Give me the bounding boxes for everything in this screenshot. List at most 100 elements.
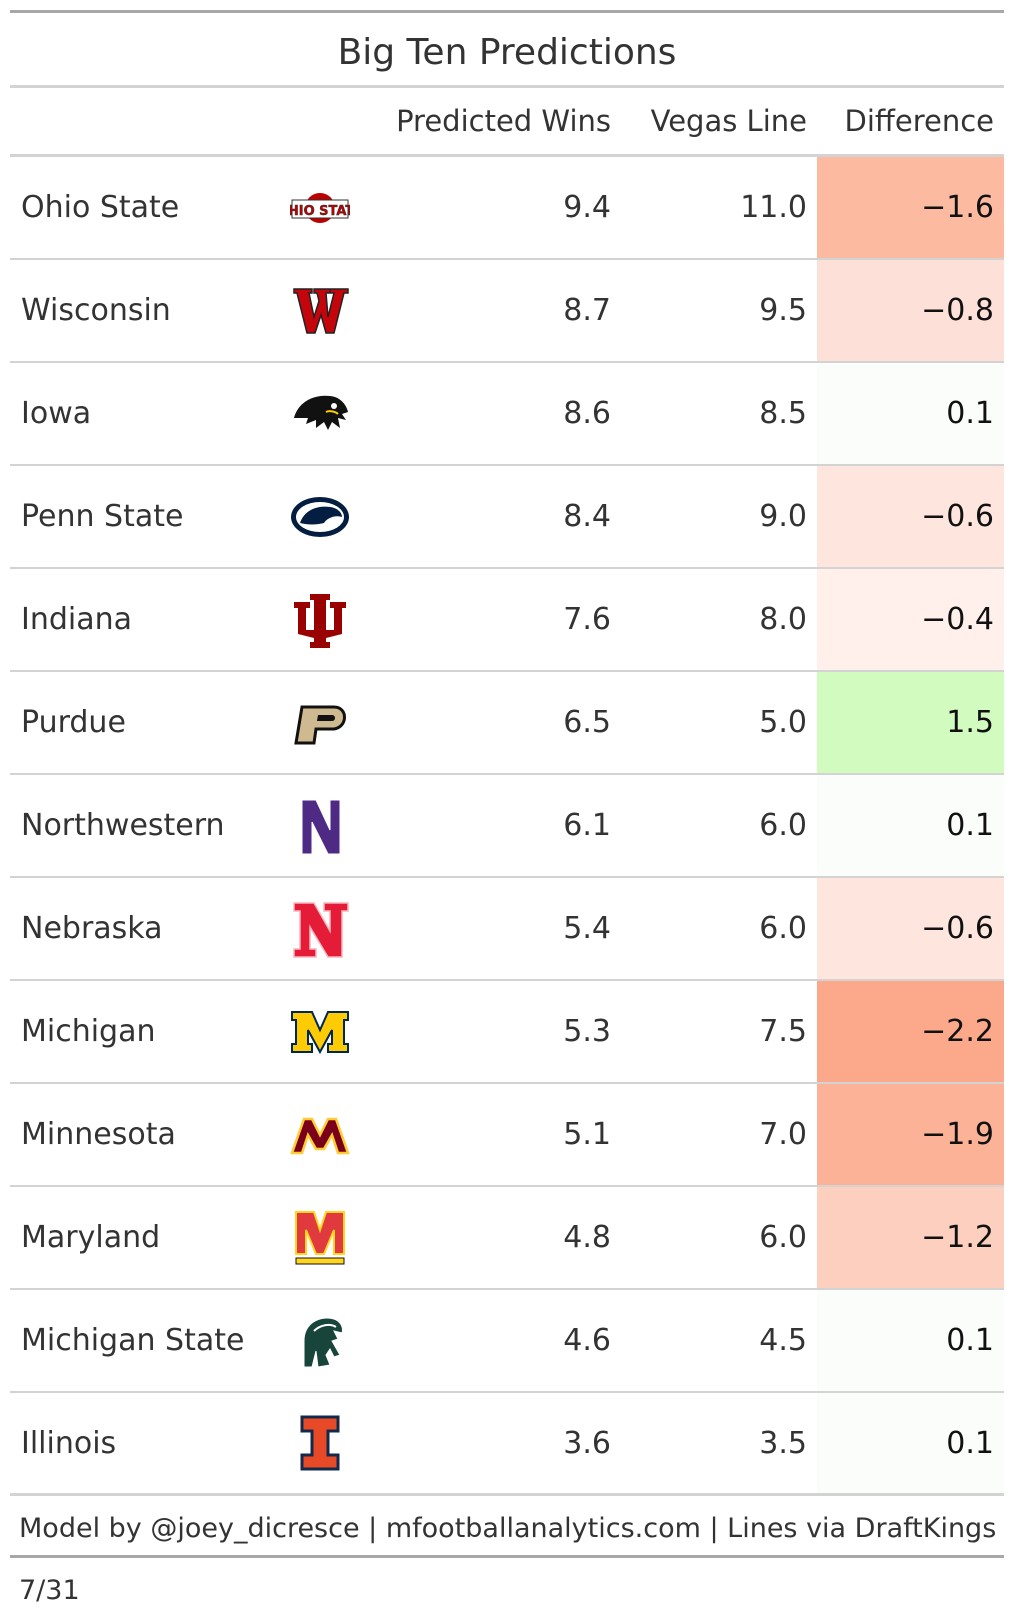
vegas-line: 6.0 [759,911,807,946]
top-rule [10,10,1004,13]
predicted-wins: 4.8 [563,1220,611,1255]
difference: −0.6 [817,466,1004,567]
team-name: Northwestern [21,808,225,843]
predicted-wins: 8.6 [563,396,611,431]
svg-text:OHIO STATE: OHIO STATE [290,204,350,219]
table-row: Indiana 7.6 8.0 −0.4 [10,569,1004,672]
team-logo-cell [265,466,375,567]
indiana-logo-icon [294,593,346,648]
difference: −1.9 [817,1084,1004,1185]
predicted-wins: 5.1 [563,1117,611,1152]
table-row: Penn State 8.4 9.0 −0.6 [10,466,1004,569]
predicted-wins: 9.4 [563,190,611,225]
table-row: Nebraska 5.4 6.0 −0.6 [10,878,1004,981]
difference: −1.6 [817,157,1004,258]
iowa-logo-icon [294,395,348,430]
header-logo [265,138,375,154]
table-row: Michigan 5.3 7.5 −2.2 [10,981,1004,1084]
difference: 0.1 [817,1393,1004,1493]
difference: 0.1 [817,775,1004,876]
vegas-line: 8.5 [759,396,807,431]
vegas-line: 7.5 [759,1014,807,1049]
penn-state-logo-icon [291,496,349,537]
team-name: Nebraska [21,911,163,946]
difference: −0.4 [817,569,1004,670]
table-row: Ohio State OHIO STATE 9.4 11.0 −1.6 [10,157,1004,260]
header-difference: Difference [844,104,994,138]
illinois-logo-icon [300,1415,340,1471]
wisconsin-logo-icon [293,287,349,334]
northwestern-logo-icon [301,799,341,854]
vegas-line: 3.5 [759,1425,807,1461]
team-logo-cell [265,260,375,361]
predicted-wins: 4.6 [563,1323,611,1358]
michigan-logo-icon [291,1010,349,1054]
nebraska-logo-icon [293,901,349,958]
team-name: Penn State [21,499,184,534]
difference: −0.6 [817,878,1004,979]
team-name: Maryland [21,1220,161,1255]
vegas-line: 8.0 [759,602,807,637]
difference: −1.2 [817,1187,1004,1288]
team-name: Ohio State [21,190,180,225]
header-row: Predicted Wins Vegas Line Difference [10,88,1004,157]
difference: 1.5 [817,672,1004,773]
team-name: Illinois [21,1425,117,1461]
team-logo-cell [265,1393,375,1493]
team-name: Michigan [21,1014,156,1049]
team-logo-cell [265,775,375,876]
vegas-line: 6.0 [759,1220,807,1255]
difference: −2.2 [817,981,1004,1082]
predictions-table: Big Ten Predictions Predicted Wins Vegas… [10,10,1004,1606]
purdue-logo-icon [294,705,346,744]
vegas-line: 7.0 [759,1117,807,1152]
predicted-wins: 5.3 [563,1014,611,1049]
table-row: Wisconsin 8.7 9.5 −0.8 [10,260,1004,363]
team-logo-cell [265,672,375,773]
team-name: Minnesota [21,1117,176,1152]
team-logo-cell [265,1290,375,1391]
vegas-line: 6.0 [759,808,807,843]
footer-note: Model by @joey_dicresce | mfootballanaly… [10,1498,1004,1606]
team-name: Michigan State [21,1323,245,1358]
difference: −0.8 [817,260,1004,361]
team-logo-cell: OHIO STATE [265,157,375,258]
predicted-wins: 5.4 [563,911,611,946]
vegas-line: 5.0 [759,705,807,740]
predicted-wins: 7.6 [563,602,611,637]
predicted-wins: 6.5 [563,705,611,740]
predicted-wins: 8.4 [563,499,611,534]
difference: 0.1 [817,363,1004,464]
predicted-wins: 8.7 [563,293,611,328]
team-name: Purdue [21,705,126,740]
team-logo-cell [265,1187,375,1288]
table-row: Minnesota 5.1 7.0 −1.9 [10,1084,1004,1187]
team-name: Wisconsin [21,293,171,328]
team-name: Iowa [21,396,92,431]
table-row: Purdue 6.5 5.0 1.5 [10,672,1004,775]
team-logo-cell [265,569,375,670]
table-body: Ohio StateOHIO STATE9.411.0−1.6Wisconsin… [10,157,1004,1496]
team-logo-cell [265,363,375,464]
table-row: Iowa 8.6 8.5 0.1 [10,363,1004,466]
header-predicted-wins: Predicted Wins [396,104,611,138]
table-row: Northwestern 6.1 6.0 0.1 [10,775,1004,878]
team-logo-cell [265,981,375,1082]
table-row: Maryland 4.8 6.0 −1.2 [10,1187,1004,1290]
team-logo-cell [265,878,375,979]
table-title: Big Ten Predictions [10,13,1004,88]
header-team [10,138,265,154]
michigan-state-logo-icon [303,1317,343,1368]
ohio-state-logo-icon: OHIO STATE [290,192,350,223]
vegas-line: 9.0 [759,499,807,534]
vegas-line: 4.5 [759,1323,807,1358]
team-name: Indiana [21,602,133,637]
minnesota-logo-icon [290,1117,350,1154]
vegas-line: 11.0 [740,190,807,225]
team-logo-cell [265,1084,375,1185]
vegas-line: 9.5 [759,293,807,328]
table-row: Michigan State 4.6 4.5 0.1 [10,1290,1004,1393]
table-row: Illinois 3.6 3.5 0.1 [10,1393,1004,1496]
maryland-logo-icon [295,1210,345,1264]
difference: 0.1 [817,1290,1004,1391]
